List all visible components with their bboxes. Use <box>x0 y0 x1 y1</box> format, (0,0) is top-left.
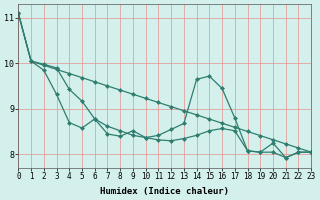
X-axis label: Humidex (Indice chaleur): Humidex (Indice chaleur) <box>100 187 229 196</box>
